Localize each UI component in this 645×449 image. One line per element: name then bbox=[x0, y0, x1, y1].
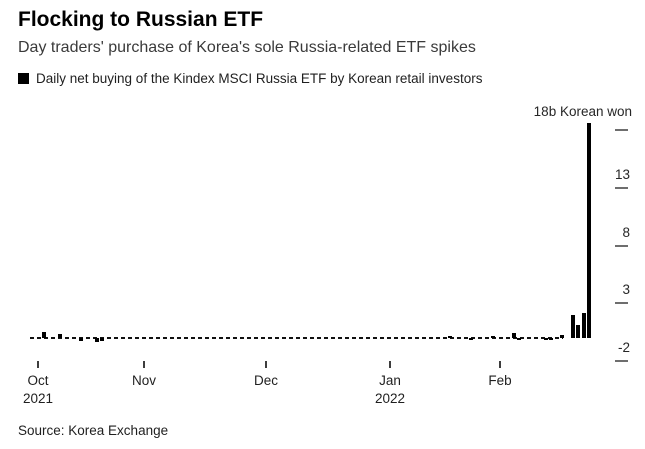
x-tick-label: Jan bbox=[379, 373, 401, 388]
legend-label: Daily net buying of the Kindex MSCI Russ… bbox=[36, 71, 483, 86]
zero-baseline bbox=[30, 337, 563, 339]
data-bar bbox=[581, 312, 586, 338]
y-tick-label: 8 bbox=[622, 224, 630, 240]
y-tick-dash bbox=[615, 302, 628, 305]
page-subtitle: Day traders' purchase of Korea's sole Ru… bbox=[18, 39, 476, 56]
data-bar bbox=[549, 338, 554, 341]
y-tick-dash bbox=[615, 360, 628, 363]
data-bar bbox=[57, 333, 62, 338]
x-tick-label: Feb bbox=[488, 373, 512, 388]
page-title: Flocking to Russian ETF bbox=[18, 8, 264, 31]
data-bar bbox=[79, 338, 84, 342]
x-tick-mark bbox=[499, 361, 501, 368]
data-bar bbox=[41, 331, 46, 338]
x-tick-label: Nov bbox=[131, 373, 157, 388]
data-bar bbox=[544, 338, 549, 341]
legend: Daily net buying of the Kindex MSCI Russ… bbox=[18, 71, 482, 86]
x-tick-mark bbox=[37, 361, 39, 368]
data-bar bbox=[517, 338, 522, 340]
y-tick-label: -2 bbox=[617, 340, 630, 356]
black-square-icon bbox=[18, 73, 29, 84]
x-tick-year-label: 2022 bbox=[374, 391, 406, 406]
x-tick-mark bbox=[389, 361, 391, 368]
data-bar bbox=[576, 325, 581, 338]
x-tick-year-label: 2021 bbox=[22, 391, 54, 406]
data-bar bbox=[560, 334, 565, 338]
y-tick-label: 13 bbox=[614, 166, 630, 182]
x-tick-label: Oct bbox=[27, 373, 49, 388]
y-tick-label: 3 bbox=[622, 282, 630, 298]
x-tick-label: Dec bbox=[253, 373, 279, 388]
data-bar bbox=[490, 336, 495, 338]
data-bar bbox=[512, 333, 517, 338]
y-tick-dash bbox=[615, 129, 628, 132]
y-tick-dash bbox=[615, 244, 628, 247]
data-bar bbox=[570, 314, 575, 338]
data-bar bbox=[586, 123, 591, 338]
data-bar bbox=[100, 338, 105, 342]
data-bar bbox=[469, 338, 474, 341]
x-tick-mark bbox=[265, 361, 267, 368]
source-note: Source: Korea Exchange bbox=[18, 423, 169, 438]
data-bar bbox=[447, 335, 452, 338]
y-axis-unit-label: 18b Korean won bbox=[533, 104, 632, 119]
x-tick-mark bbox=[143, 361, 145, 368]
data-bar bbox=[95, 338, 100, 343]
y-tick-dash bbox=[615, 186, 628, 189]
